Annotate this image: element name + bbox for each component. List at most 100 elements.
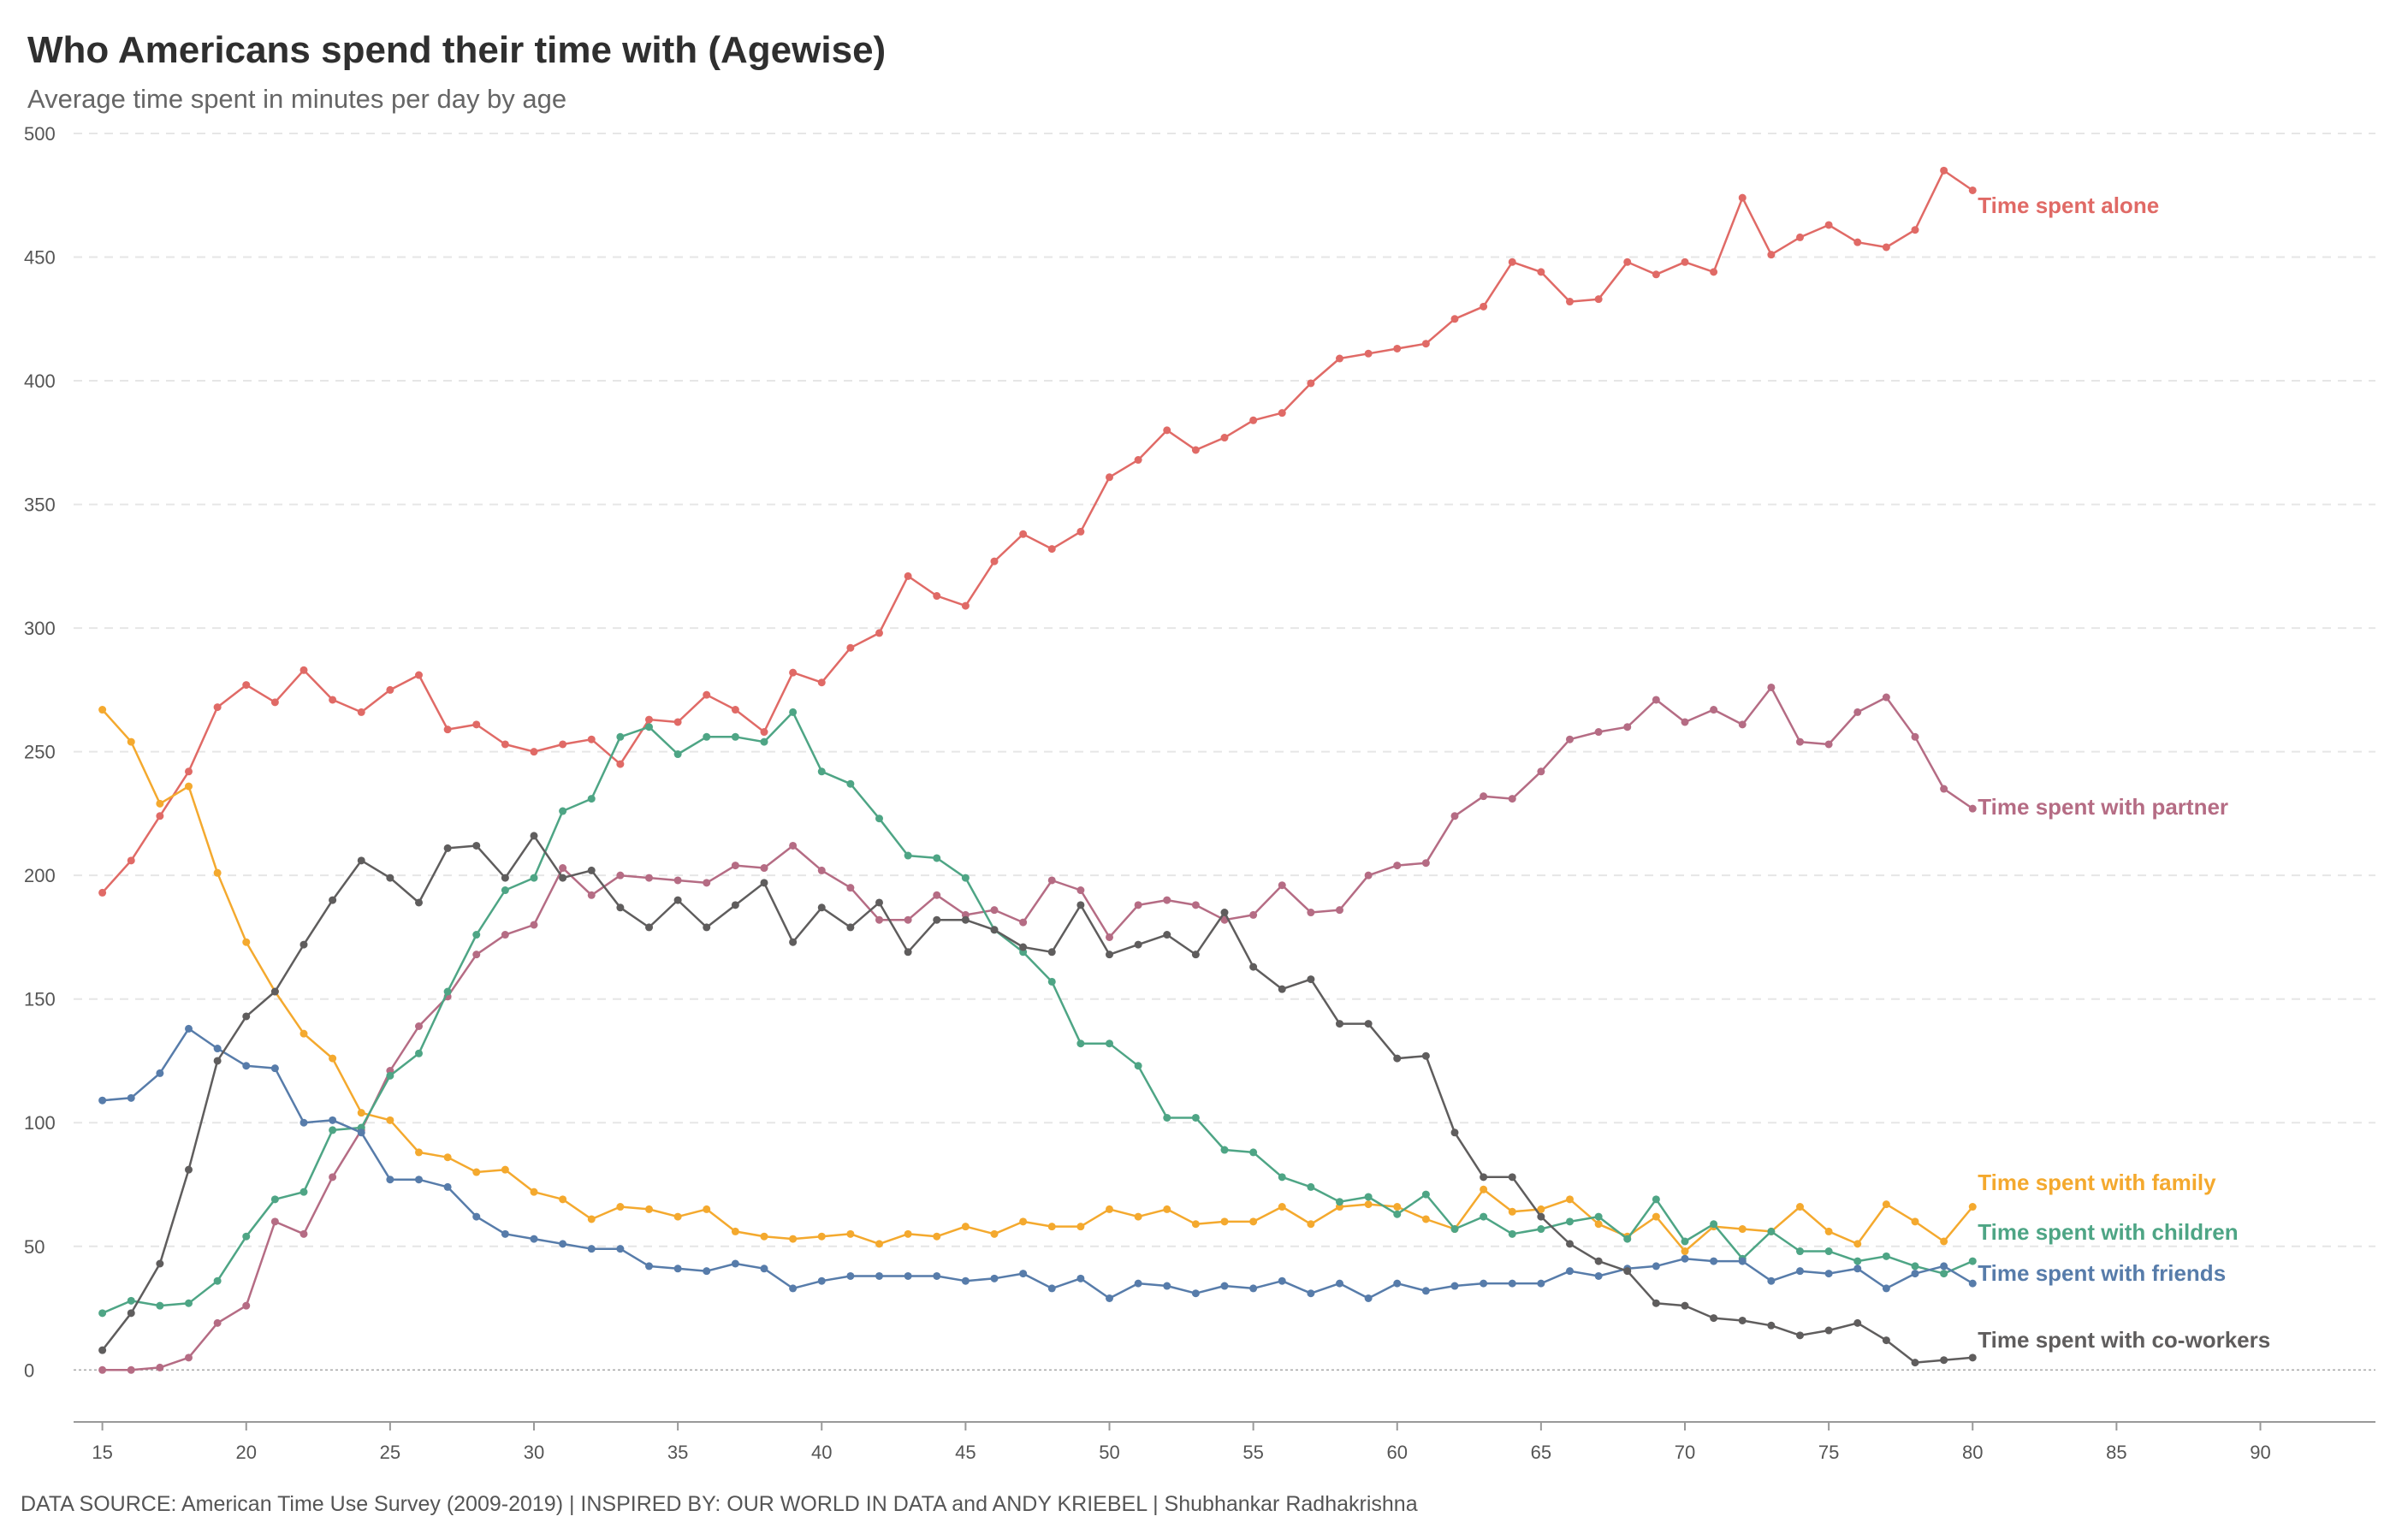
data-point	[1537, 1279, 1545, 1288]
data-point	[904, 1229, 912, 1238]
data-point	[530, 748, 538, 756]
data-point	[559, 1195, 567, 1204]
x-tick-label: 20	[236, 1442, 257, 1463]
data-point	[530, 1235, 538, 1243]
data-point	[1623, 723, 1632, 732]
data-point	[1911, 732, 1919, 741]
data-point	[472, 931, 481, 939]
data-point	[242, 1012, 251, 1021]
series-label-time-spent-with-children: Time spent with children	[1978, 1219, 2238, 1245]
data-point	[1134, 1062, 1142, 1070]
data-point	[1537, 1205, 1545, 1213]
data-point	[645, 1262, 653, 1270]
data-point	[904, 915, 912, 924]
y-tick-label: 500	[24, 123, 56, 145]
series-time-spent-with-partner	[98, 683, 1977, 1374]
data-point	[1710, 1220, 1718, 1229]
data-point	[587, 866, 596, 874]
y-tick-label: 200	[24, 865, 56, 886]
data-point	[587, 1215, 596, 1223]
data-point	[1508, 1229, 1516, 1238]
data-point	[1911, 1262, 1919, 1270]
data-point	[329, 696, 337, 704]
data-point	[1163, 1113, 1171, 1122]
data-point	[1566, 1217, 1574, 1226]
data-point	[645, 874, 653, 882]
data-point	[213, 1276, 222, 1285]
series-labels: Time spent alone Time spent with partner T…	[1978, 192, 2270, 1353]
y-tick-label: 450	[24, 247, 56, 269]
x-tick-label: 65	[1531, 1442, 1551, 1463]
data-point	[185, 1353, 193, 1362]
data-point	[1968, 804, 1977, 813]
data-point	[1968, 1279, 1977, 1288]
data-source-footer: DATA SOURCE: American Time Use Survey (2…	[21, 1492, 1418, 1516]
data-point	[1450, 812, 1459, 820]
data-point	[185, 1165, 193, 1174]
data-point	[673, 1265, 682, 1273]
data-point	[1047, 876, 1056, 885]
data-point	[1508, 795, 1516, 803]
data-point	[357, 1109, 365, 1117]
data-point	[1220, 1217, 1229, 1226]
data-point	[616, 903, 625, 912]
data-point	[1450, 1128, 1459, 1137]
data-point	[127, 856, 135, 865]
y-tick-label: 50	[24, 1236, 44, 1258]
y-tick-label: 300	[24, 618, 56, 639]
series-line-time-spent-with-partner	[102, 686, 1974, 1371]
data-point	[817, 678, 826, 687]
data-point	[559, 740, 567, 749]
data-point	[156, 799, 164, 808]
data-point	[1106, 951, 1113, 959]
data-point	[213, 1318, 222, 1327]
data-point	[1968, 1203, 1977, 1211]
data-point	[1796, 737, 1804, 746]
data-point	[817, 767, 826, 776]
x-tick-label: 75	[1818, 1442, 1839, 1463]
data-point	[1163, 426, 1171, 435]
x-axis: 15 20 25 30 35 40 45 50 55 60 65 70 75 80 85 90	[74, 1421, 2375, 1463]
data-point	[731, 732, 739, 741]
data-point	[1278, 1173, 1286, 1182]
data-point	[846, 923, 855, 932]
data-point	[386, 1071, 394, 1080]
y-tick-label: 100	[24, 1112, 56, 1134]
x-tick-label: 35	[667, 1442, 688, 1463]
data-point	[300, 940, 308, 949]
data-point	[673, 876, 682, 885]
data-point	[1882, 1284, 1890, 1293]
data-point	[789, 841, 798, 850]
series-time-spent-with-children	[98, 708, 1977, 1318]
data-point	[213, 1045, 222, 1053]
data-point	[329, 1173, 337, 1182]
data-point	[1249, 962, 1258, 971]
data-point	[875, 915, 883, 924]
data-point	[1336, 1020, 1343, 1028]
data-point	[472, 1168, 481, 1176]
data-point	[933, 915, 941, 924]
data-point	[501, 740, 509, 749]
data-point	[1566, 1240, 1574, 1248]
data-point	[472, 841, 481, 850]
x-tick-label: 80	[1962, 1442, 1983, 1463]
data-point	[1134, 940, 1142, 949]
data-point	[587, 795, 596, 803]
data-point	[760, 728, 768, 737]
data-point	[1336, 354, 1343, 363]
data-point	[501, 1229, 509, 1238]
data-point	[1681, 718, 1689, 726]
data-point	[1163, 1282, 1171, 1290]
data-point	[185, 1299, 193, 1307]
data-point	[961, 1276, 970, 1285]
data-point	[1652, 1299, 1660, 1307]
data-point	[990, 1274, 999, 1282]
data-point	[1106, 1294, 1113, 1302]
data-point	[1594, 728, 1603, 737]
data-point	[673, 750, 682, 759]
data-point	[270, 1217, 279, 1226]
data-point	[270, 987, 279, 996]
data-point	[789, 1235, 798, 1243]
data-point	[616, 760, 625, 768]
data-point	[1738, 193, 1747, 202]
